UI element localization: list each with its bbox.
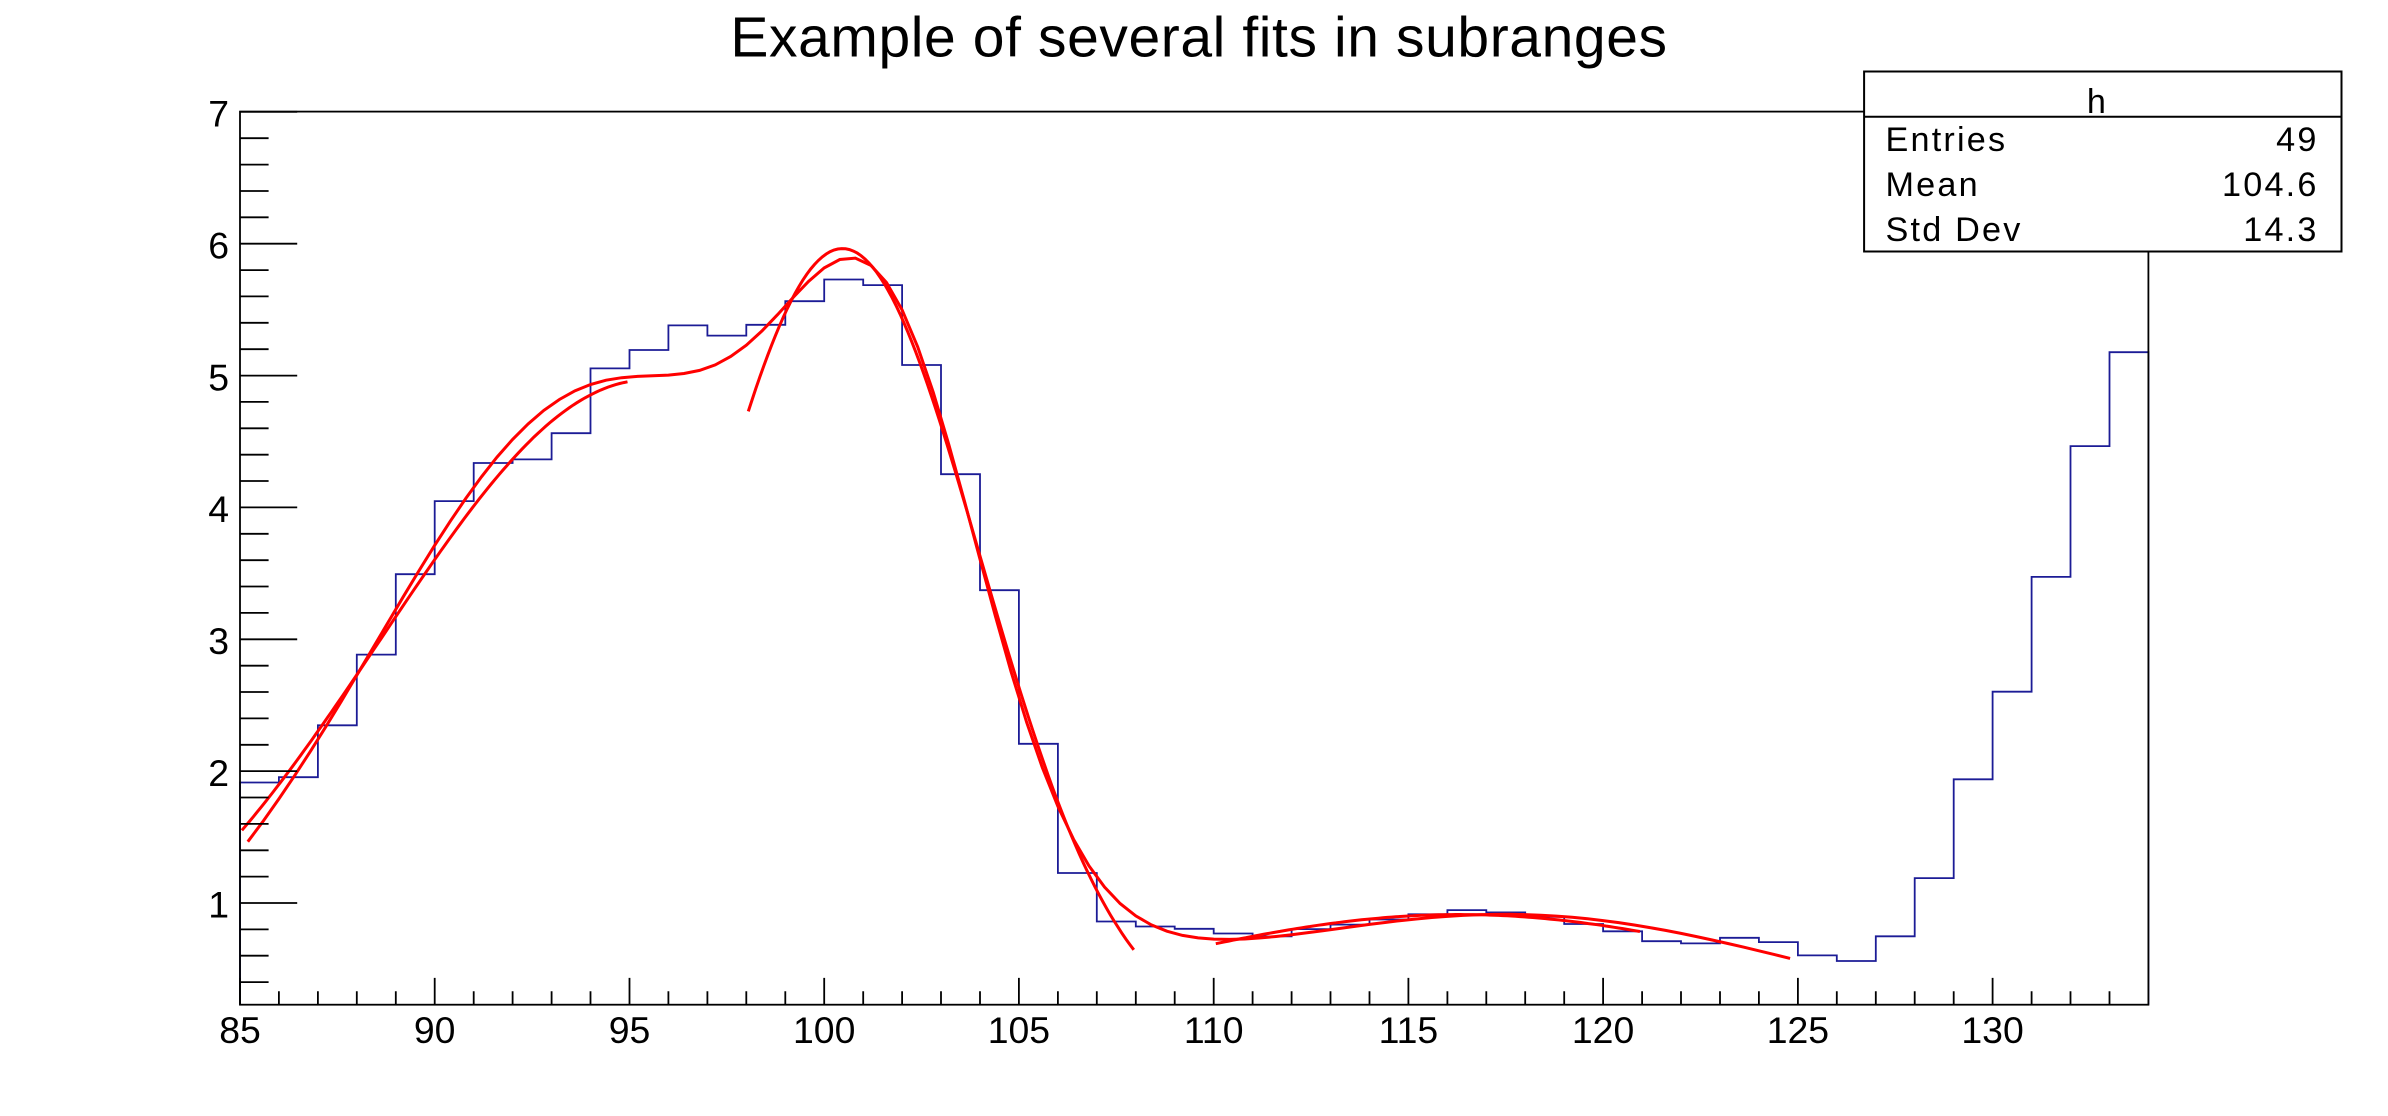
svg-text:125: 125	[1767, 1009, 1829, 1051]
svg-text:4: 4	[208, 488, 229, 530]
svg-text:100: 100	[793, 1009, 855, 1051]
svg-text:104.6: 104.6	[2222, 166, 2319, 204]
svg-text:6: 6	[208, 224, 229, 266]
svg-text:90: 90	[414, 1009, 456, 1051]
svg-text:Mean: Mean	[1886, 166, 1980, 204]
svg-text:Entries: Entries	[1886, 121, 2008, 159]
svg-text:85: 85	[219, 1009, 261, 1051]
svg-text:3: 3	[208, 620, 229, 662]
svg-text:105: 105	[988, 1009, 1050, 1051]
svg-text:115: 115	[1379, 1009, 1439, 1051]
svg-text:Example of several fits in sub: Example of several fits in subranges	[730, 6, 1667, 70]
svg-text:h: h	[2087, 83, 2108, 121]
svg-text:14.3: 14.3	[2243, 211, 2318, 249]
svg-text:1: 1	[208, 884, 229, 926]
svg-text:49: 49	[2276, 121, 2318, 159]
svg-text:130: 130	[1961, 1009, 2023, 1051]
svg-text:Std Dev: Std Dev	[1886, 211, 2023, 249]
svg-text:120: 120	[1572, 1009, 1634, 1051]
svg-text:2: 2	[208, 752, 229, 794]
svg-text:5: 5	[208, 356, 229, 398]
svg-text:110: 110	[1184, 1009, 1244, 1051]
svg-text:7: 7	[208, 93, 229, 135]
svg-text:95: 95	[609, 1009, 651, 1051]
